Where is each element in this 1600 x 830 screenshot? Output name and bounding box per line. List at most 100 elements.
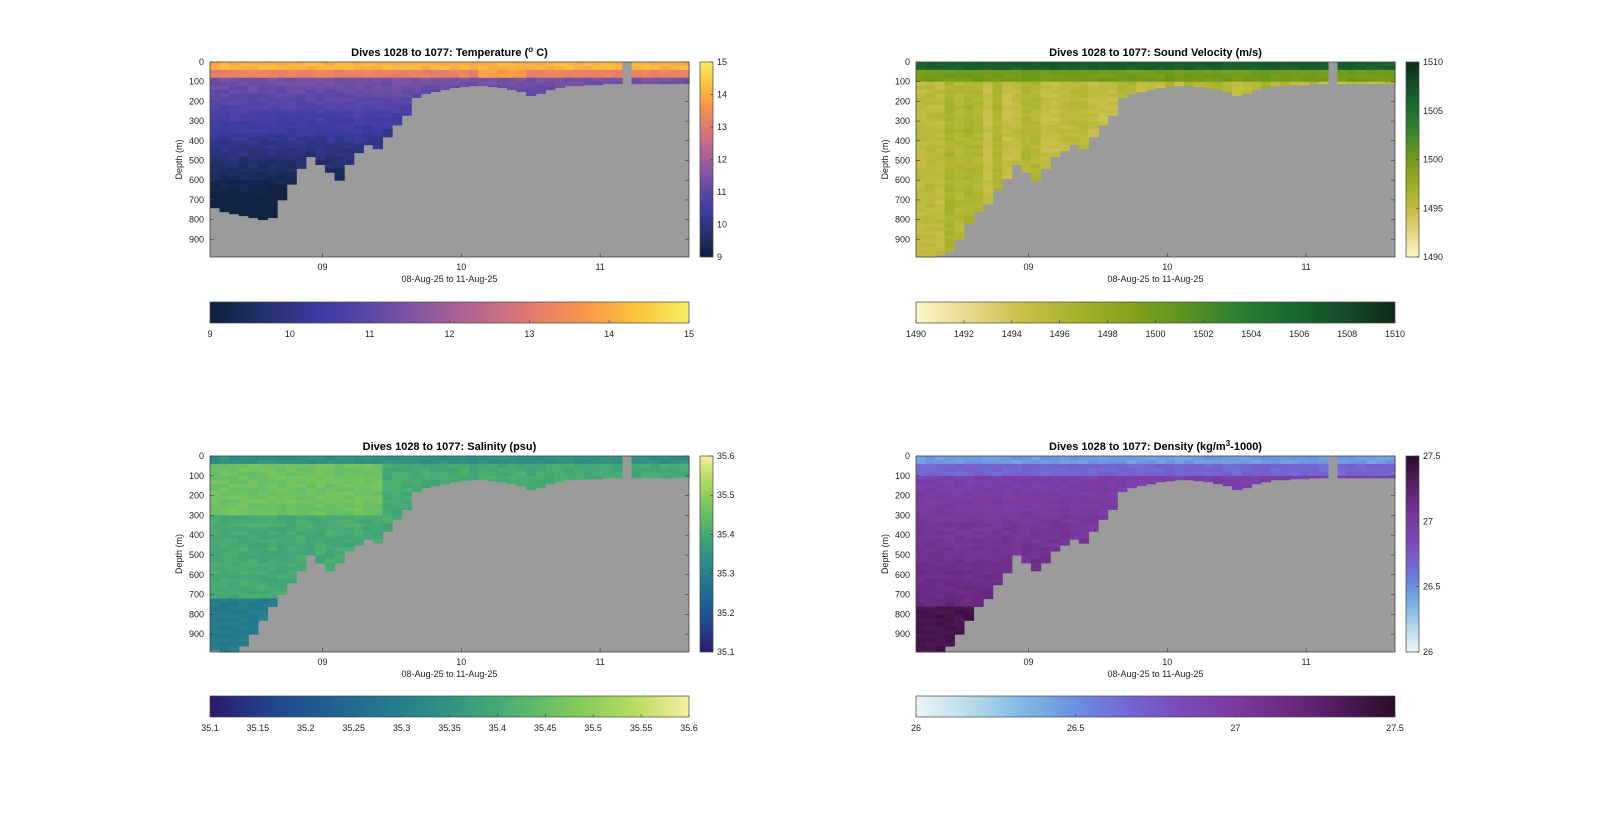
heatmap-cell [219,630,230,635]
chart-panel-0: Dives 1028 to 1077: Temperature (o C)010… [174,45,727,339]
heatmap-cell [238,164,249,169]
heatmap-cell [1059,73,1070,79]
heatmap-cell [468,471,479,477]
heatmap-cell [353,511,364,516]
heatmap-cell [944,152,955,158]
heatmap-cell [238,188,249,193]
heatmap-cell [238,554,249,560]
heatmap-cell [973,184,984,189]
heatmap-cell [925,117,936,122]
heatmap-cell [1002,483,1013,489]
heatmap-cell [954,89,965,95]
heatmap-cell [382,77,393,83]
heatmap-cell [363,101,374,106]
heatmap-cell [229,515,240,520]
heatmap-cell [954,554,965,560]
heatmap-cell [935,519,946,524]
heatmap-cell [925,207,936,213]
heatmap-cell [238,602,249,607]
heatmap-cell [916,227,927,232]
heatmap-cell [1030,85,1042,91]
heatmap-cell [238,93,249,98]
heatmap-cell [344,69,355,75]
heatmap-cell [1098,81,1109,87]
heatmap-cell [277,121,288,126]
heatmap-cell [925,199,936,205]
heatmap-cell [468,73,479,79]
heatmap-cell [210,172,221,177]
heatmap-cell [1021,93,1032,98]
heatmap-cell [238,77,249,83]
heatmap-cell [210,203,221,209]
heatmap-cell [1136,89,1147,93]
heatmap-cell [1385,69,1396,75]
heatmap-cell [1212,85,1224,91]
heatmap-cell [925,243,936,248]
heatmap-cell [219,89,230,95]
heatmap-cell [1011,105,1022,110]
heatmap-cell [535,62,546,67]
heatmap-cell [1155,77,1166,83]
heatmap-cell [1174,73,1185,79]
heatmap-cell [497,77,508,83]
heatmap-cell [925,65,936,71]
heatmap-cell [248,168,259,173]
heatmap-cell [439,73,451,79]
heatmap-cell [944,586,955,592]
heatmap-cell [315,77,326,83]
heatmap-cell [1021,491,1032,497]
heatmap-cell [1203,459,1214,465]
heatmap-cell [257,586,269,592]
heatmap-cell [1011,97,1022,102]
heatmap-cell [983,499,994,505]
heatmap-cell [334,85,345,91]
heatmap-cell [401,491,412,497]
heatmap-cell [439,475,451,481]
heatmap-cell [973,180,984,185]
heatmap-cell [916,507,927,512]
heatmap-cell [944,630,955,635]
hcolorbar-tick-label: 1510 [1385,329,1405,339]
heatmap-cell [459,475,470,481]
heatmap-cell [286,566,297,572]
heatmap-cell [257,69,269,75]
y-tick-label: 600 [895,175,910,185]
heatmap-cell [973,558,984,564]
heatmap-cell [372,65,384,71]
heatmap-cell [1059,523,1070,528]
hcolorbar-tick-label: 12 [444,329,454,339]
heatmap-cell [353,515,364,520]
heatmap-cell [1002,499,1013,505]
heatmap-cell [229,136,240,142]
heatmap-cell [1002,467,1013,473]
heatmap-cell [219,176,230,181]
heatmap-cell [1098,73,1109,79]
heatmap-cell [916,499,927,505]
heatmap-cell [411,471,422,477]
heatmap-cell [238,81,249,87]
heatmap-cell [944,527,955,532]
heatmap-cell [334,109,345,114]
heatmap-cell [516,81,527,87]
heatmap-cell [1002,562,1013,568]
heatmap-cell [1222,475,1233,481]
heatmap-cell [430,73,441,79]
heatmap-cell [612,62,623,67]
heatmap-cell [1088,515,1099,520]
heatmap-cell [1136,479,1147,485]
heatmap-cell [925,156,936,161]
heatmap-cell [1030,463,1042,469]
heatmap-cell [267,598,278,604]
heatmap-cell [1040,125,1051,130]
heatmap-cell [1117,69,1128,75]
heatmap-cell [1165,85,1176,88]
heatmap-cell [612,65,623,71]
heatmap-cell [1375,81,1387,85]
heatmap-cell [382,73,393,79]
heatmap-cell [992,180,1003,185]
heatmap-cell [344,73,355,79]
heatmap-cell [1078,515,1090,520]
heatmap-cell [1030,81,1042,87]
heatmap-cell [324,148,336,154]
heatmap-cell [296,109,307,114]
